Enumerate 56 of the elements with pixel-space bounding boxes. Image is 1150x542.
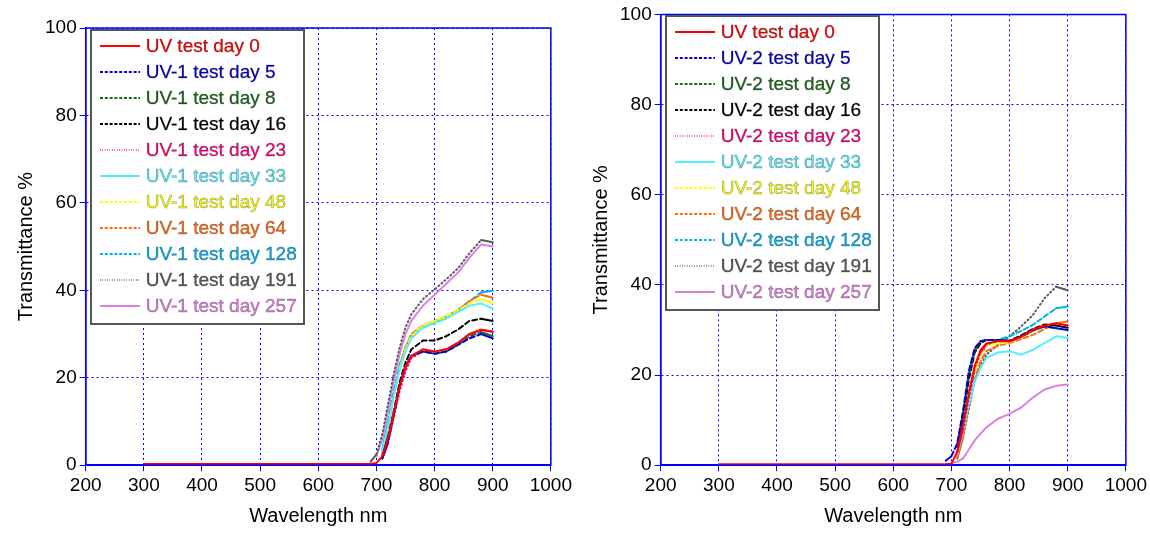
- x-tick-label: 300: [702, 473, 735, 495]
- legend-label: UV-1 test day 64: [145, 217, 287, 239]
- x-tick-label: 700: [360, 473, 393, 495]
- y-tick-label: 40: [55, 278, 77, 300]
- y-tick-label: 60: [630, 182, 652, 204]
- x-tick-label: 900: [476, 473, 509, 495]
- x-tick-label: 800: [993, 473, 1026, 495]
- x-tick-label: 300: [127, 473, 160, 495]
- y-tick-label: 0: [66, 453, 77, 475]
- legend-label: UV-2 test day 16: [720, 99, 862, 122]
- x-tick-label: 500: [244, 473, 276, 495]
- legend-label: UV-2 test day 191: [720, 255, 872, 278]
- x-tick-label: 600: [302, 473, 335, 495]
- x-tick-label: 600: [877, 473, 910, 495]
- legend-label: UV test day 0: [720, 21, 835, 44]
- x-tick-label: 200: [644, 473, 677, 495]
- legend-label: UV-2 test day 23: [720, 125, 862, 148]
- legend-label: UV-1 test day 33: [145, 165, 287, 187]
- x-tick-label: 1000: [529, 473, 573, 495]
- legend-label: UV-2 test day 8: [720, 73, 851, 96]
- y-axis-title: Transmittance %: [13, 171, 36, 322]
- legend-label: UV-2 test day 257: [720, 281, 872, 304]
- legend-label: UV test day 0: [145, 35, 260, 57]
- legend-label: UV-1 test day 128: [145, 243, 297, 265]
- legend-label: UV-1 test day 5: [145, 61, 276, 83]
- legend-label: UV-1 test day 23: [145, 139, 287, 161]
- legend-label: UV-1 test day 257: [145, 295, 297, 317]
- y-tick-label: 0: [641, 453, 652, 475]
- legend-label: UV-1 test day 48: [145, 191, 287, 213]
- legend-label: UV-1 test day 16: [145, 113, 287, 135]
- y-axis-title: Transmittance %: [588, 164, 611, 315]
- legend-label: UV-2 test day 5: [720, 47, 851, 70]
- x-tick-label: 400: [186, 473, 218, 495]
- legend-label: UV-2 test day 33: [720, 151, 862, 174]
- x-axis-title: Wavelength nm: [824, 503, 963, 526]
- y-tick-label: 80: [55, 103, 77, 125]
- x-tick-label: 200: [69, 473, 102, 495]
- x-tick-label: 700: [935, 473, 968, 495]
- x-tick-label: 1000: [1104, 473, 1148, 495]
- y-tick-label: 20: [55, 365, 77, 387]
- y-tick-label: 100: [620, 2, 652, 24]
- legend-label: UV-1 test day 8: [145, 87, 276, 109]
- y-tick-label: 80: [630, 92, 652, 114]
- x-tick-label: 400: [761, 473, 793, 495]
- legend-label: UV-1 test day 191: [145, 269, 297, 291]
- legend-label: UV-2 test day 48: [720, 177, 862, 200]
- y-tick-label: 60: [55, 191, 77, 213]
- x-tick-label: 500: [819, 473, 851, 495]
- y-tick-label: 40: [630, 273, 652, 295]
- legend-label: UV-2 test day 128: [720, 229, 872, 252]
- legend-label: UV-2 test day 64: [720, 203, 862, 226]
- x-tick-label: 800: [418, 473, 451, 495]
- x-axis-title: Wavelength nm: [249, 503, 388, 526]
- y-tick-label: 20: [630, 363, 652, 385]
- y-tick-label: 100: [45, 16, 77, 38]
- x-tick-label: 900: [1051, 473, 1084, 495]
